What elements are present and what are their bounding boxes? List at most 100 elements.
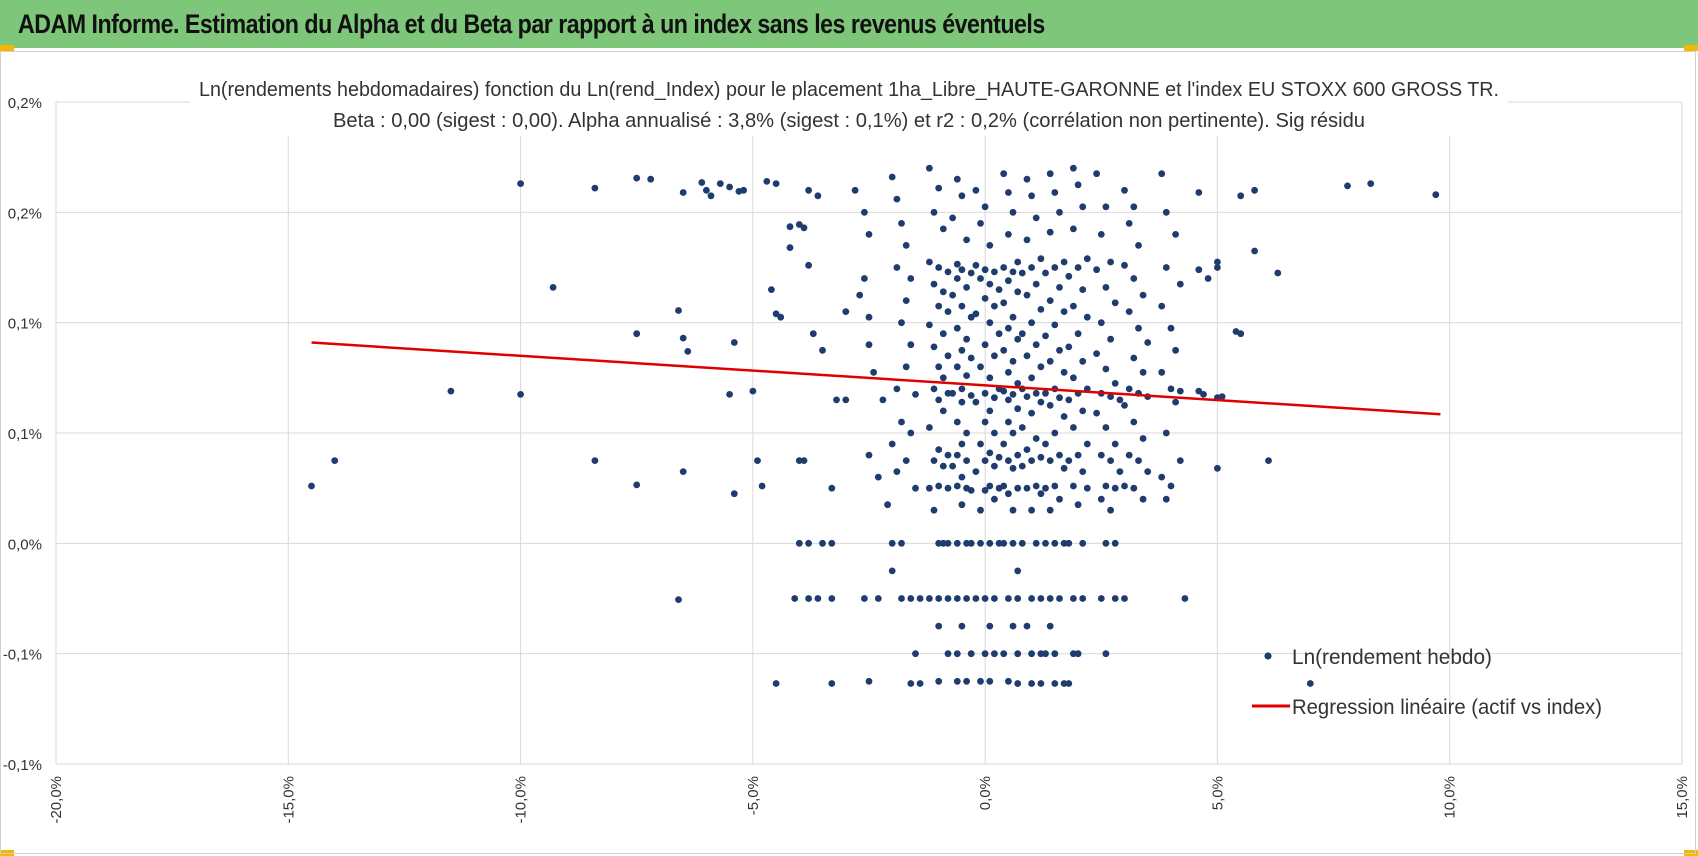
data-point — [1056, 394, 1063, 402]
data-point — [991, 462, 998, 470]
y-tick-label: 0,2% — [8, 95, 42, 112]
data-point — [1083, 313, 1091, 321]
data-point — [1051, 321, 1059, 329]
data-point — [949, 462, 956, 470]
data-point — [1000, 264, 1008, 271]
data-point — [995, 453, 1003, 461]
data-point — [1102, 650, 1110, 658]
data-point — [1265, 457, 1272, 464]
data-point — [1125, 308, 1133, 315]
data-point — [1130, 275, 1138, 282]
data-point — [828, 680, 836, 687]
data-point — [935, 595, 943, 602]
data-point — [1056, 208, 1063, 216]
data-point — [870, 368, 877, 376]
data-point — [963, 595, 970, 602]
data-point — [1102, 365, 1110, 373]
x-tick-label: -20,0% — [48, 776, 65, 824]
data-point — [1051, 482, 1059, 490]
data-point — [949, 214, 956, 222]
data-point — [944, 650, 952, 658]
data-point — [1037, 306, 1045, 313]
data-point — [1130, 203, 1138, 211]
x-tick-label: -5,0% — [745, 776, 762, 815]
data-point — [1111, 380, 1119, 387]
data-point — [963, 372, 970, 379]
data-point — [1000, 650, 1008, 658]
data-point — [308, 482, 315, 490]
data-point — [1083, 484, 1091, 492]
data-point — [633, 174, 641, 182]
data-point — [930, 208, 938, 216]
data-point — [981, 457, 989, 464]
data-point — [902, 297, 910, 304]
data-point — [958, 302, 966, 310]
data-point — [935, 396, 943, 404]
data-point — [1172, 398, 1179, 406]
data-point — [912, 650, 919, 658]
data-point — [447, 387, 455, 395]
data-point — [1102, 539, 1110, 547]
data-point — [633, 330, 641, 338]
data-point — [861, 595, 868, 602]
data-point — [1046, 622, 1054, 630]
data-point — [1037, 453, 1045, 461]
data-point — [898, 319, 905, 327]
data-point — [1121, 482, 1128, 490]
data-point — [935, 363, 943, 371]
data-point — [865, 677, 873, 685]
data-point — [1074, 451, 1082, 459]
data-point — [1060, 258, 1068, 266]
data-point — [953, 324, 961, 332]
data-point — [1042, 440, 1049, 448]
data-point — [679, 189, 687, 196]
corner-marker-top-left — [0, 45, 14, 51]
data-point — [1176, 280, 1184, 288]
data-point — [1005, 396, 1012, 404]
data-point — [981, 295, 989, 302]
data-point — [981, 418, 989, 426]
data-point — [1037, 490, 1045, 498]
data-point — [977, 275, 984, 282]
data-point — [1046, 297, 1054, 304]
data-point — [1176, 387, 1184, 395]
data-point — [981, 487, 989, 494]
data-point — [953, 650, 961, 658]
data-point — [1005, 277, 1012, 285]
regression-line — [311, 341, 1441, 416]
legend-marker-points — [1264, 652, 1272, 660]
x-tick-label: 5,0% — [1209, 776, 1226, 810]
data-point — [1097, 231, 1105, 238]
data-point — [995, 286, 1003, 293]
data-point — [1107, 335, 1114, 343]
data-point — [944, 451, 952, 459]
data-point — [991, 352, 998, 360]
data-point — [1000, 387, 1008, 395]
data-point — [1344, 182, 1351, 190]
data-point — [1237, 330, 1245, 338]
data-point — [1237, 192, 1245, 200]
data-point — [772, 680, 780, 687]
data-point — [1176, 457, 1184, 464]
y-axis-labels: 0,2% 0,2% 0,1% 0,1% 0,0% -0,1% -0,1% — [3, 95, 42, 774]
data-point — [809, 330, 817, 338]
data-point — [1306, 680, 1314, 687]
data-point — [1032, 482, 1040, 490]
report-header: ADAM Informe. Estimation du Alpha et du … — [0, 0, 1698, 51]
data-point — [1051, 650, 1059, 658]
data-point — [986, 539, 994, 547]
data-point — [1014, 335, 1022, 343]
data-point — [888, 173, 896, 181]
data-point — [1079, 468, 1087, 475]
data-point — [1005, 189, 1012, 196]
data-point — [1056, 451, 1063, 459]
data-point — [591, 457, 599, 464]
data-point — [758, 482, 766, 490]
data-point — [935, 482, 943, 490]
data-point — [1060, 464, 1068, 472]
data-point — [893, 468, 901, 475]
data-point — [805, 595, 812, 602]
data-point — [1005, 595, 1012, 602]
data-point — [1135, 242, 1142, 249]
data-point — [981, 266, 989, 274]
